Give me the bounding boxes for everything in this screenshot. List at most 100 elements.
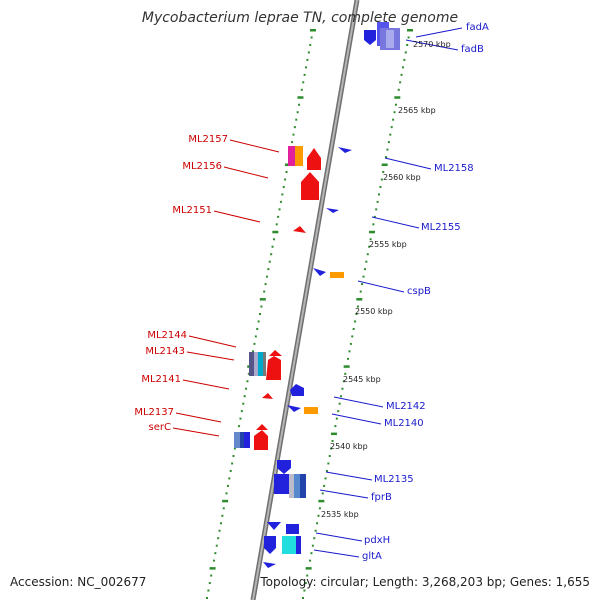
gene-label-ml2140[interactable]: ML2140 bbox=[384, 418, 424, 429]
gene-arrow bbox=[269, 350, 282, 356]
track-tick bbox=[327, 462, 330, 465]
gene-label-ml2141[interactable]: ML2141 bbox=[141, 374, 181, 385]
track-tick bbox=[208, 582, 211, 585]
track-tick bbox=[352, 327, 355, 330]
track-tick bbox=[366, 253, 369, 256]
track-tick bbox=[270, 253, 273, 256]
gene-label-ml2157[interactable]: ML2157 bbox=[188, 134, 228, 145]
leader-line bbox=[229, 139, 280, 153]
gene-label-ml2137[interactable]: ML2137 bbox=[134, 407, 174, 418]
track-tick bbox=[317, 514, 320, 517]
gene-label-glta[interactable]: gltA bbox=[362, 551, 382, 562]
track-tick bbox=[394, 103, 397, 106]
kbp-label: 2560 kbp bbox=[383, 173, 421, 182]
gene-label-pdxh[interactable]: pdxH bbox=[364, 535, 390, 546]
gene-arrow bbox=[307, 148, 321, 170]
genome-stats-text: Topology: circular; Length: 3,268,203 bp… bbox=[259, 575, 590, 589]
track-tick bbox=[334, 425, 337, 428]
kbp-label: 2540 kbp bbox=[330, 442, 368, 451]
gene-block-ml2137 bbox=[234, 432, 240, 448]
kbp-label: 2565 kbp bbox=[398, 106, 436, 115]
track-tick bbox=[310, 552, 313, 555]
gene-arrow bbox=[263, 562, 276, 568]
track-tick bbox=[279, 200, 282, 203]
leader-line bbox=[331, 413, 382, 425]
gene-block-ml2157 bbox=[288, 146, 295, 166]
track-tick bbox=[206, 597, 208, 599]
leader-line bbox=[415, 27, 463, 38]
track-tick bbox=[372, 223, 375, 226]
gene-arrow-ml2158 bbox=[338, 147, 352, 153]
leader-lines bbox=[172, 27, 463, 558]
leader-line bbox=[405, 39, 459, 51]
track-tick bbox=[389, 133, 392, 136]
gene-block-fprb bbox=[289, 474, 294, 498]
track-tick bbox=[365, 260, 368, 263]
gene-label-ml2135[interactable]: ML2135 bbox=[374, 474, 414, 485]
track-tick bbox=[310, 36, 313, 39]
leader-line bbox=[223, 166, 269, 179]
gene-label-ml2158[interactable]: ML2158 bbox=[434, 163, 474, 174]
track-tick bbox=[305, 66, 308, 69]
gene-block-ml2144 bbox=[249, 352, 254, 376]
gene-label-cspb[interactable]: cspB bbox=[407, 286, 431, 297]
track-tick bbox=[297, 96, 304, 99]
gene-label-ml2151[interactable]: ML2151 bbox=[172, 205, 212, 216]
track-tick bbox=[355, 313, 358, 315]
leader-line bbox=[325, 471, 373, 481]
gene-label-ml2143[interactable]: ML2143 bbox=[145, 346, 185, 357]
gene-arrow bbox=[254, 430, 268, 450]
track-tick bbox=[386, 148, 389, 151]
track-tick bbox=[272, 230, 279, 234]
track-tick bbox=[284, 178, 287, 181]
track-tick bbox=[246, 380, 249, 383]
track-tick bbox=[324, 477, 327, 480]
track-tick bbox=[354, 320, 357, 323]
gene-label-serc[interactable]: serC bbox=[149, 422, 171, 433]
track-tick bbox=[378, 193, 381, 196]
track-tick bbox=[306, 58, 309, 61]
kbp-label: 2570 kbp bbox=[413, 40, 451, 49]
gene-label-fada[interactable]: fadA bbox=[466, 22, 489, 33]
track-tick bbox=[282, 185, 285, 188]
track-tick bbox=[368, 230, 375, 234]
track-tick bbox=[363, 268, 366, 271]
track-tick bbox=[257, 320, 260, 323]
track-tick bbox=[221, 514, 224, 517]
track-tick bbox=[375, 208, 378, 211]
gene-label-ml2156[interactable]: ML2156 bbox=[182, 161, 222, 172]
gene-label-fadb[interactable]: fadB bbox=[461, 44, 484, 55]
track-tick bbox=[314, 529, 317, 532]
track-tick bbox=[256, 327, 259, 330]
track-tick bbox=[304, 582, 307, 585]
strand-tracks bbox=[206, 29, 413, 599]
track-tick bbox=[309, 559, 312, 562]
kbp-label: 2550 kbp bbox=[355, 307, 393, 316]
track-tick bbox=[330, 447, 333, 450]
gene-label-fprb[interactable]: fprB bbox=[371, 492, 392, 503]
track-tick bbox=[349, 342, 352, 345]
gene-label-ml2155[interactable]: ML2155 bbox=[421, 222, 461, 233]
gene-block-glta bbox=[282, 536, 296, 554]
track-tick bbox=[309, 43, 312, 46]
track-tick bbox=[281, 193, 284, 196]
track-tick bbox=[229, 469, 232, 472]
track-tick bbox=[387, 141, 390, 144]
track-tick bbox=[381, 163, 388, 167]
track-tick bbox=[316, 522, 319, 525]
gene-label-ml2142[interactable]: ML2142 bbox=[386, 401, 426, 412]
gene-block bbox=[263, 352, 266, 376]
gene-label-ml2144[interactable]: ML2144 bbox=[147, 330, 187, 341]
kbp-label: 2545 kbp bbox=[343, 375, 381, 384]
gene-arrow bbox=[256, 424, 268, 430]
track-tick bbox=[275, 223, 278, 226]
track-tick bbox=[263, 290, 266, 293]
track-tick bbox=[394, 96, 401, 99]
track-tick bbox=[311, 544, 314, 547]
track-tick bbox=[272, 238, 275, 241]
track-tick bbox=[390, 126, 393, 129]
track-tick bbox=[225, 492, 228, 495]
track-tick bbox=[382, 171, 385, 173]
track-tick bbox=[298, 103, 301, 106]
